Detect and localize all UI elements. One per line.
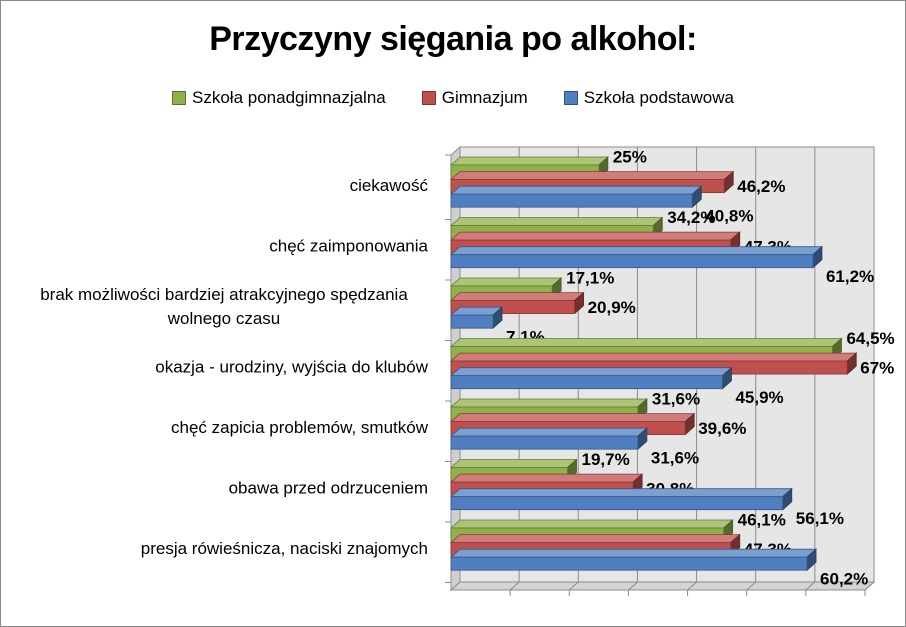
legend-swatch	[421, 91, 436, 105]
category-label: brak możliwości bardziej atrakcyjnego sp…	[40, 285, 408, 304]
legend-label: Szkoła podstawowa	[583, 88, 734, 107]
bar-top-face	[449, 534, 741, 543]
bar-top-face	[449, 338, 843, 347]
bar-top-face	[449, 352, 858, 362]
legend-swatch	[563, 91, 578, 105]
legend-item-gimnazjum: Gimnazjum	[421, 88, 528, 108]
bar	[450, 314, 494, 329]
category-label: ciekawość	[350, 176, 429, 195]
data-label: 19,7%	[582, 450, 630, 469]
data-label: 60,2%	[820, 570, 868, 589]
bar-top-face	[449, 231, 741, 241]
legend: Szkoła ponadgimnazjalna Gimnazjum Szkoła…	[0, 86, 906, 110]
legend-item-ponadgimnazjalna: Szkoła ponadgimnazjalna	[172, 88, 386, 108]
category-label: okazja - urodziny, wyjścia do klubów	[155, 358, 428, 377]
data-label: 61,2%	[826, 267, 874, 286]
bar-top-face	[449, 548, 818, 558]
data-label: 46,2%	[737, 177, 785, 196]
bar	[450, 193, 693, 208]
category-label: obawa przed odrzuceniem	[229, 479, 428, 498]
legend-label: Gimnazjum	[441, 88, 528, 107]
bar-top-face	[449, 488, 793, 498]
bar-top-face	[449, 519, 734, 529]
data-label: 56,1%	[796, 509, 844, 528]
gridline-floor	[628, 581, 638, 591]
category-label: presja rówieśnicza, naciski znajomych	[141, 539, 428, 558]
bar-top-face	[449, 156, 609, 166]
bar	[450, 375, 723, 390]
data-label: 67%	[860, 359, 894, 378]
data-label: 45,9%	[735, 388, 783, 407]
bar-top-face	[449, 367, 733, 377]
data-label: 46,1%	[738, 511, 786, 530]
bar-top-face	[449, 217, 664, 226]
category-label: chęć zapicia problemów, smutków	[171, 418, 429, 437]
bar-top-face	[449, 427, 648, 437]
bar-top-face	[449, 185, 703, 195]
gridline-floor	[687, 581, 697, 591]
bar-top-face	[449, 398, 648, 408]
bar-top-face	[449, 413, 696, 423]
bar-top-face	[449, 171, 735, 181]
gridline-floor	[568, 581, 579, 591]
chart-title: Przyczyny sięgania po alkohol:	[209, 20, 697, 58]
legend-item-podstawowa: Szkoła podstawowa	[563, 88, 734, 108]
bar-top-face	[449, 246, 824, 256]
gridline-floor	[805, 581, 816, 591]
category-label: chęć zaimponowania	[269, 237, 428, 256]
bar	[450, 556, 808, 571]
data-label: 40,8%	[705, 207, 753, 226]
data-label: 34,2%	[667, 208, 715, 227]
bar-top-face	[449, 277, 563, 287]
legend-swatch	[172, 91, 186, 105]
data-label: 64,5%	[846, 329, 894, 348]
data-label: 31,6%	[651, 449, 699, 468]
data-label: 25%	[613, 148, 647, 167]
data-label: 17,1%	[566, 269, 614, 288]
gridline-floor	[864, 581, 875, 591]
data-label: 31,6%	[652, 390, 700, 409]
data-label: 39,6%	[698, 419, 746, 438]
bar-top-face	[449, 459, 578, 468]
bar	[450, 254, 814, 269]
bar	[450, 435, 639, 450]
legend-label: Szkoła ponadgimnazjalna	[192, 88, 386, 107]
category-label: wolnego czasu	[167, 309, 280, 328]
bar	[450, 496, 784, 511]
data-label: 20,9%	[588, 298, 636, 317]
bar-top-face	[449, 292, 585, 302]
gridline-floor	[509, 581, 520, 591]
bar-top-face	[449, 473, 644, 483]
gridline-floor	[746, 581, 757, 591]
